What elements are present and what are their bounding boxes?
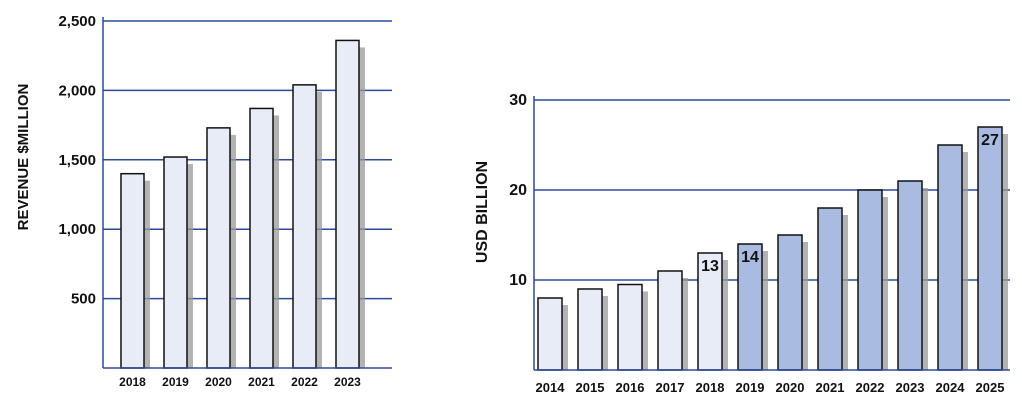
usd-y-tick-label: 20 — [509, 182, 527, 199]
revenue-y-axis-label: REVENUE $MILLION — [15, 84, 32, 231]
usd-x-tick-label: 2014 — [536, 380, 566, 395]
usd-x-tick-label: 2024 — [936, 380, 966, 395]
revenue-y-tick-label: 1,500 — [58, 152, 96, 169]
usd-bar-2015 — [577, 288, 603, 371]
revenue-y-tick-label: 500 — [71, 291, 96, 308]
usd-bar-2022 — [857, 189, 883, 371]
revenue-x-tick-label: 2022 — [291, 375, 318, 389]
usd-y-tick-label: 30 — [509, 92, 527, 109]
revenue-y-tick-label: 2,000 — [58, 82, 96, 99]
revenue-y-tick-label: 1,000 — [58, 221, 96, 238]
revenue-x-tick-label: 2021 — [248, 375, 275, 389]
usd-x-tick-label: 2022 — [856, 380, 885, 395]
usd-x-tick-label: 2016 — [616, 380, 645, 395]
usd-x-tick-label: 2019 — [736, 380, 765, 395]
revenue-x-tick-label: 2020 — [205, 375, 232, 389]
usd-bar-2014 — [537, 297, 563, 371]
usd-x-tick-label: 2018 — [696, 380, 725, 395]
usd-data-label: 13 — [701, 258, 719, 275]
usd-bar-2016 — [617, 283, 643, 371]
usd-bar-2023 — [897, 180, 923, 371]
usd-x-tick-label: 2020 — [776, 380, 805, 395]
revenue-y-tick-label: 2,500 — [58, 13, 96, 30]
usd-bar-2017 — [657, 270, 683, 371]
usd-data-label: 14 — [741, 249, 759, 266]
usd-bar-2021 — [817, 207, 843, 371]
usd-data-label: 27 — [981, 132, 999, 149]
revenue-x-tick-label: 2023 — [334, 375, 361, 389]
usd-x-tick-label: 2015 — [576, 380, 605, 395]
usd-x-tick-label: 2023 — [896, 380, 925, 395]
usd-x-tick-label: 2021 — [816, 380, 845, 395]
usd-x-tick-label: 2017 — [656, 380, 685, 395]
revenue-x-tick-label: 2018 — [119, 375, 146, 389]
usd-bar-2024 — [937, 144, 963, 371]
usd-x-tick-label: 2025 — [976, 380, 1005, 395]
usd-bar-2020 — [777, 234, 803, 371]
usd-bar-2025 — [977, 126, 1003, 371]
usd-y-tick-label: 10 — [509, 272, 527, 289]
usd-bar-2019 — [737, 243, 763, 371]
usd-bar-2018 — [697, 252, 723, 371]
revenue-x-tick-label: 2019 — [162, 375, 189, 389]
usd-y-axis-label: USD BILLION — [474, 161, 491, 263]
